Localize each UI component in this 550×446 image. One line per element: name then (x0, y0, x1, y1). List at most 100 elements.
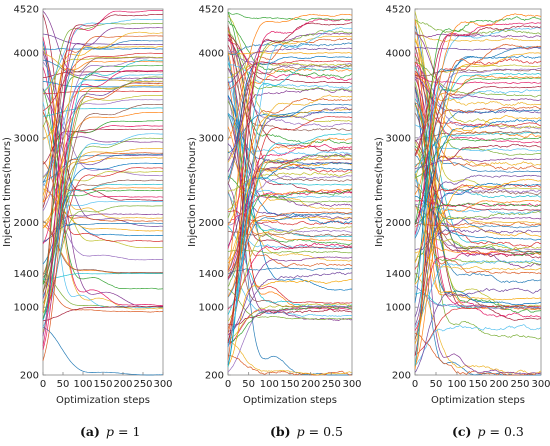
y-tick-label: 2000 (386, 218, 411, 229)
x-tick-label: 200 (489, 379, 508, 390)
series-line (414, 285, 542, 310)
caption-value: 0.3 (504, 424, 524, 439)
series-line (227, 88, 353, 161)
series-line (42, 50, 164, 143)
series-line (227, 30, 353, 91)
series-line (42, 147, 164, 224)
series-line (227, 64, 353, 185)
series-line (42, 14, 164, 201)
series-line (414, 64, 542, 180)
series-line (414, 332, 542, 376)
series-line (42, 59, 164, 321)
series-line (414, 112, 542, 196)
series-line (414, 139, 542, 211)
series-line (227, 50, 353, 68)
series-line (414, 324, 542, 366)
series-line (414, 98, 541, 198)
series-line (414, 33, 542, 38)
series-line (42, 99, 163, 178)
series-line (227, 113, 353, 165)
x-tick-label: 300 (153, 379, 172, 390)
series-line (42, 31, 164, 310)
series-line (42, 183, 163, 261)
series-line (414, 109, 542, 173)
series-line (414, 180, 542, 215)
series-line (42, 280, 163, 313)
x-tick-label: 200 (301, 379, 320, 390)
series-line (227, 12, 353, 21)
y-tick-label: 1400 (199, 269, 224, 280)
series-line (227, 42, 353, 55)
x-tick-label: 200 (113, 379, 132, 390)
series-line (42, 82, 163, 361)
series-line (227, 11, 353, 145)
series-line (414, 259, 542, 328)
series-line (414, 210, 541, 261)
series-line (42, 111, 164, 203)
series-line (414, 174, 542, 318)
series-line (414, 39, 542, 190)
x-tick-label: 150 (280, 379, 299, 390)
series-line (414, 32, 542, 42)
series-line (414, 73, 541, 247)
series-line (414, 124, 542, 152)
series-line (227, 39, 353, 81)
series-line (414, 68, 542, 77)
series-group (227, 11, 353, 376)
series-line (227, 59, 353, 90)
y-tick-label: 200 (20, 371, 39, 382)
series-line (227, 37, 353, 152)
series-line (228, 51, 353, 55)
y-tick-label: 2000 (14, 218, 39, 229)
series-line (42, 179, 164, 278)
series-line (227, 81, 352, 268)
panel-b: 0 50 100 150 200 250 3002001000140020003000400… (187, 5, 362, 440)
series-line (227, 308, 353, 326)
x-axis-title: Optimization steps (431, 395, 525, 406)
series-line (227, 94, 353, 261)
series-line (414, 46, 542, 239)
series-line (42, 220, 163, 273)
x-tick-label: 150 (93, 379, 112, 390)
series-line (414, 89, 542, 229)
y-tick-label: 4000 (199, 49, 224, 60)
x-tick-label: 100 (73, 379, 92, 390)
y-axis-title: Injection times(hours) (2, 137, 13, 247)
series-line (227, 212, 353, 298)
x-tick-label: 0 (40, 379, 46, 390)
caption-equals: = (489, 424, 499, 439)
series-line (414, 31, 542, 101)
series-line (227, 266, 353, 274)
x-tick-label: 100 (447, 379, 466, 390)
x-tick-label: 250 (510, 379, 529, 390)
series-line (227, 137, 353, 297)
x-tick-label: 300 (531, 379, 550, 390)
series-line (414, 25, 542, 155)
series-line (227, 32, 353, 173)
series-line (42, 305, 163, 322)
series-line (414, 70, 542, 127)
series-line (227, 106, 353, 247)
series-line (414, 27, 542, 174)
x-tick-label: 50 (57, 379, 70, 390)
series-line (414, 62, 542, 275)
series-line (227, 68, 352, 271)
series-line (414, 74, 542, 370)
y-tick-label: 4520 (14, 5, 39, 16)
series-line (227, 188, 353, 273)
series-line (414, 16, 542, 224)
x-tick-label: 50 (242, 379, 255, 390)
series-line (227, 144, 353, 279)
series-line (414, 272, 542, 375)
series-line (42, 10, 163, 347)
series-line (227, 13, 353, 141)
series-line (414, 157, 542, 169)
y-tick-label: 3000 (14, 133, 39, 144)
series-line (42, 222, 163, 242)
y-tick-label: 200 (205, 371, 224, 382)
y-tick-label: 200 (392, 371, 411, 382)
series-line (227, 256, 353, 336)
series-line (227, 153, 353, 287)
x-tick-label: 50 (430, 379, 443, 390)
